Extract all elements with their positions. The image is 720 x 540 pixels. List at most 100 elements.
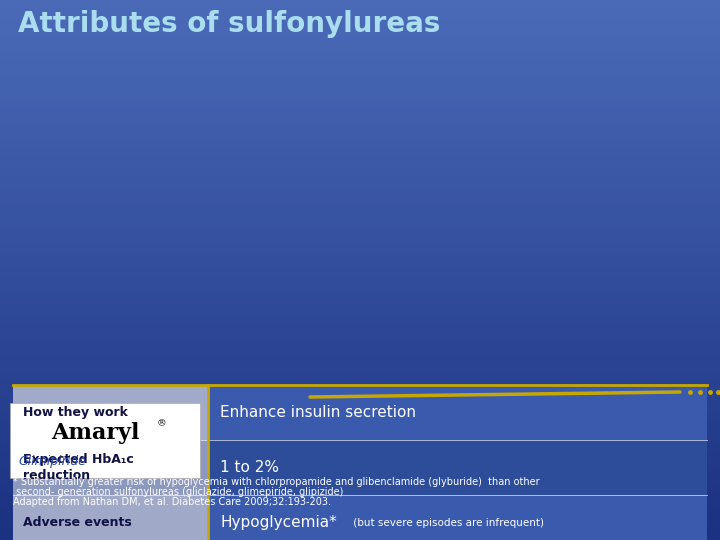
Bar bbox=[0, 202, 720, 209]
Bar bbox=[0, 364, 720, 372]
Bar bbox=[0, 372, 720, 378]
Bar bbox=[0, 122, 720, 128]
Bar bbox=[0, 162, 720, 168]
Bar bbox=[0, 176, 720, 183]
Bar bbox=[0, 183, 720, 189]
Bar bbox=[0, 195, 720, 202]
Bar bbox=[0, 519, 720, 526]
Bar bbox=[0, 87, 720, 94]
Bar bbox=[0, 74, 720, 81]
Bar bbox=[0, 40, 720, 47]
Bar bbox=[0, 54, 720, 60]
Bar bbox=[0, 94, 720, 102]
Bar bbox=[0, 392, 720, 399]
Text: (but severe episodes are infrequent): (but severe episodes are infrequent) bbox=[350, 518, 544, 529]
Text: Amaryl: Amaryl bbox=[51, 422, 140, 444]
Bar bbox=[0, 486, 720, 492]
Bar bbox=[0, 399, 720, 405]
Text: Adverse events: Adverse events bbox=[23, 516, 132, 529]
Bar bbox=[0, 330, 720, 338]
Bar bbox=[0, 60, 720, 68]
Bar bbox=[0, 291, 720, 297]
Bar bbox=[208, 385, 707, 440]
Text: Attributes of sulfonylureas: Attributes of sulfonylureas bbox=[18, 10, 441, 38]
Text: reduction: reduction bbox=[23, 469, 90, 482]
Text: Hypoglycemia*: Hypoglycemia* bbox=[220, 515, 337, 530]
Bar bbox=[0, 338, 720, 345]
Bar bbox=[0, 384, 720, 391]
Bar bbox=[0, 426, 720, 432]
Bar bbox=[0, 135, 720, 141]
Bar bbox=[0, 216, 720, 222]
Bar bbox=[0, 358, 720, 365]
Bar bbox=[0, 81, 720, 87]
Text: Glimipiride: Glimipiride bbox=[18, 455, 86, 468]
Bar bbox=[13, 495, 208, 540]
Text: ®: ® bbox=[156, 420, 166, 429]
Bar bbox=[0, 317, 720, 324]
Bar bbox=[208, 495, 707, 540]
Bar bbox=[10, 403, 200, 478]
Bar bbox=[0, 6, 720, 14]
Bar bbox=[0, 446, 720, 453]
Bar bbox=[0, 507, 720, 513]
Bar bbox=[0, 405, 720, 411]
Bar bbox=[0, 243, 720, 249]
Bar bbox=[0, 310, 720, 317]
Bar bbox=[0, 148, 720, 156]
Bar bbox=[0, 480, 720, 486]
Bar bbox=[0, 102, 720, 108]
Bar bbox=[0, 526, 720, 534]
Bar bbox=[0, 411, 720, 418]
Bar bbox=[0, 276, 720, 284]
Text: How they work: How they work bbox=[23, 406, 128, 419]
Text: 1 to 2%: 1 to 2% bbox=[220, 460, 279, 475]
Bar bbox=[0, 47, 720, 54]
Bar bbox=[208, 440, 707, 495]
Bar bbox=[0, 472, 720, 480]
Bar bbox=[0, 189, 720, 195]
Bar bbox=[0, 108, 720, 115]
Bar bbox=[0, 351, 720, 357]
Bar bbox=[0, 222, 720, 230]
Bar bbox=[0, 115, 720, 122]
Bar bbox=[0, 68, 720, 74]
Bar bbox=[0, 465, 720, 472]
Bar bbox=[0, 459, 720, 465]
Text: Enhance insulin secretion: Enhance insulin secretion bbox=[220, 405, 416, 420]
Bar bbox=[0, 156, 720, 162]
Bar bbox=[0, 500, 720, 507]
Bar bbox=[0, 378, 720, 384]
Bar bbox=[13, 440, 208, 495]
Bar bbox=[0, 534, 720, 540]
Bar bbox=[0, 418, 720, 426]
Bar bbox=[0, 263, 720, 270]
Bar bbox=[0, 270, 720, 276]
Bar bbox=[0, 20, 720, 27]
Bar bbox=[13, 385, 208, 440]
Bar bbox=[0, 452, 720, 459]
Bar bbox=[0, 493, 720, 500]
Bar bbox=[0, 249, 720, 256]
Text: Adapted from Nathan DM, et al. Diabetes Care 2009;32:193-203.: Adapted from Nathan DM, et al. Diabetes … bbox=[13, 497, 331, 507]
Bar bbox=[0, 141, 720, 149]
Bar bbox=[0, 33, 720, 40]
Bar bbox=[0, 345, 720, 351]
Bar bbox=[0, 432, 720, 438]
Bar bbox=[0, 256, 720, 263]
Bar bbox=[0, 209, 720, 216]
Text: second- generation sulfonylureas (gliclazide, glimepiride, glipizide): second- generation sulfonylureas (glicla… bbox=[13, 487, 343, 497]
Bar bbox=[0, 128, 720, 135]
Bar bbox=[0, 14, 720, 20]
Text: * Substantially greater risk of hypoglycemia with chlorpropamide and glibenclami: * Substantially greater risk of hypoglyc… bbox=[13, 477, 539, 487]
Bar bbox=[0, 230, 720, 237]
Bar bbox=[0, 27, 720, 33]
Text: Expected HbA₁ᴄ: Expected HbA₁ᴄ bbox=[23, 453, 134, 466]
Bar bbox=[0, 303, 720, 310]
Bar bbox=[0, 438, 720, 445]
Bar bbox=[0, 284, 720, 291]
Bar bbox=[0, 168, 720, 176]
Bar bbox=[0, 513, 720, 519]
Bar bbox=[0, 237, 720, 243]
Bar bbox=[0, 297, 720, 303]
